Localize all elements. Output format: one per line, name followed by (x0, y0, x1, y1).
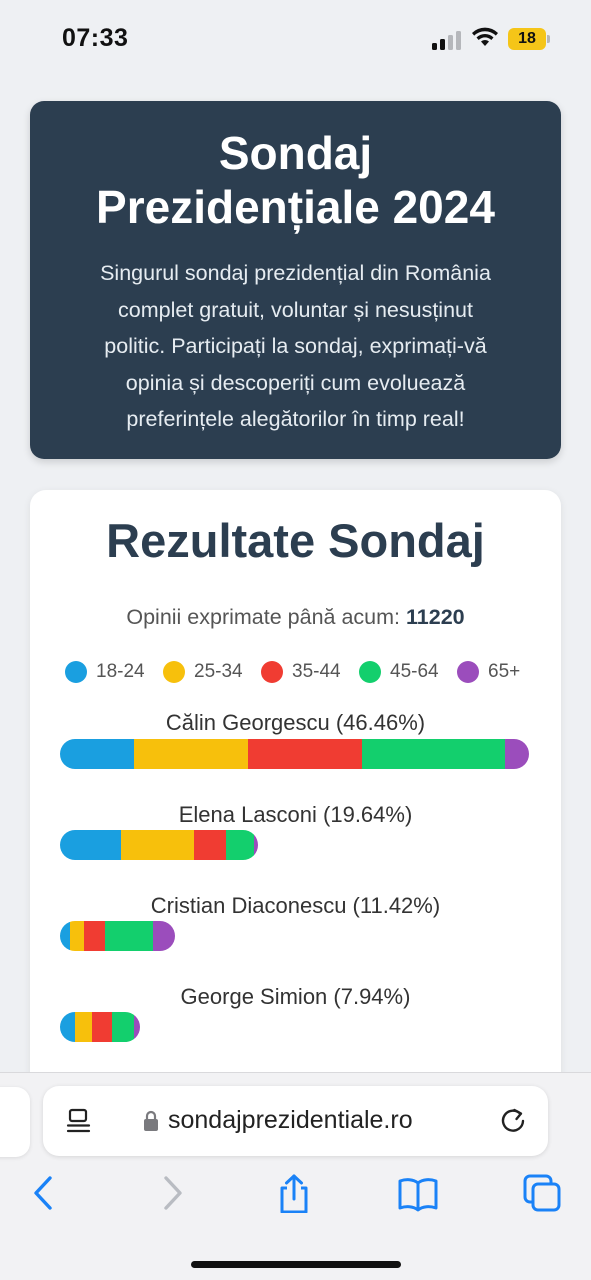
legend-label: 65+ (488, 661, 521, 682)
bar-segment-65-plus (153, 921, 175, 951)
bar-segment-45-64 (104, 921, 154, 951)
bar-segment-65-plus (134, 1012, 140, 1042)
bar-segment-35-44 (247, 739, 362, 769)
hero-description-line: politic. Participați la sondaj, exprimaț… (104, 334, 487, 358)
forward-icon[interactable] (152, 1173, 192, 1213)
legend-label: 25-34 (194, 661, 243, 682)
age-legend: 18-24 25-34 35-44 45-64 65+ (65, 660, 535, 684)
hero-title: Sondaj Prezidențiale 2024 (50, 126, 541, 234)
bar-segment-18-24 (60, 1012, 76, 1042)
hero-description: Singurul sondaj prezidențial din România… (70, 255, 521, 438)
results-title: Rezultate Sondaj (106, 514, 485, 567)
legend-dot (359, 661, 381, 683)
hero-description-line: preferințele alegătorilor în timp real! (126, 407, 465, 431)
candidate-bar (60, 830, 258, 860)
legend-dot (65, 661, 87, 683)
legend-label: 35-44 (292, 661, 341, 682)
bar-segment-35-44 (193, 830, 227, 860)
candidate-bar (60, 921, 175, 951)
legend-dot (163, 661, 185, 683)
back-icon[interactable] (24, 1173, 64, 1213)
candidate-bar (60, 739, 529, 769)
legend-dot (457, 661, 479, 683)
hero-description-line: complet gratuit, voluntar și nesusținut (118, 297, 473, 322)
votes-label: Opinii exprimate până acum: (126, 605, 401, 629)
bar-segment-18-24 (60, 830, 122, 860)
bar-segment-18-24 (60, 739, 134, 769)
cellular-signal-icon (432, 30, 464, 50)
candidate-label: Elena Lasconi (19.64%) (178, 802, 413, 827)
bar-segment-18-24 (60, 921, 71, 951)
bar-segment-25-34 (133, 739, 248, 769)
bar-segment-65-plus (254, 830, 258, 860)
bar-segment-25-34 (75, 1012, 92, 1042)
browser-toolbar: sondajprezidentiale.ro (0, 1072, 591, 1280)
reload-icon[interactable] (498, 1105, 528, 1135)
hero-title-line2: Prezidențiale 2024 (96, 181, 495, 233)
bar-segment-35-44 (91, 1012, 112, 1042)
share-icon[interactable] (274, 1173, 314, 1213)
votes-count: 11220 (406, 605, 465, 629)
hero-card: Sondaj Prezidențiale 2024 Singurul sonda… (30, 101, 561, 459)
hero-description-line: Singurul sondaj prezidențial din România (100, 261, 491, 285)
candidate-label: Cristian Diaconescu (11.42%) (150, 893, 441, 918)
wifi-icon (472, 27, 498, 46)
battery-nub (547, 35, 550, 43)
votes-counter: Opinii exprimate până acum: 11220 (30, 605, 561, 630)
bookmarks-icon[interactable] (398, 1173, 438, 1213)
tabs-icon[interactable] (522, 1173, 562, 1213)
bar-segment-35-44 (84, 921, 105, 951)
legend-label: 45-64 (390, 661, 439, 682)
legend-dot (261, 661, 283, 683)
bar-segment-25-34 (70, 921, 85, 951)
legend-label: 18-24 (96, 661, 145, 682)
home-indicator (191, 1261, 401, 1268)
lock-icon (144, 1110, 158, 1131)
hero-title-line1: Sondaj (218, 127, 373, 179)
hero-description-line: opinia și descoperiți cum evoluează (125, 370, 466, 395)
page-menu-icon[interactable] (65, 1107, 93, 1135)
status-time: 07:33 (62, 24, 129, 52)
url-text[interactable]: sondajprezidentiale.ro (168, 1106, 413, 1134)
bar-segment-45-64 (111, 1012, 135, 1042)
bar-segment-25-34 (121, 830, 194, 860)
candidate-label: Călin Georgescu (46.46%) (165, 710, 426, 735)
bar-segment-65-plus (504, 739, 529, 769)
previous-tab-preview[interactable] (0, 1087, 30, 1157)
address-bar[interactable]: sondajprezidentiale.ro (43, 1086, 548, 1156)
candidate-bar (60, 1012, 140, 1042)
status-bar: 07:33 18 (0, 0, 591, 80)
bar-segment-45-64 (361, 739, 505, 769)
candidate-label: George Simion (7.94%) (180, 984, 411, 1009)
bar-segment-45-64 (226, 830, 255, 860)
battery-icon: 18 (508, 28, 546, 50)
